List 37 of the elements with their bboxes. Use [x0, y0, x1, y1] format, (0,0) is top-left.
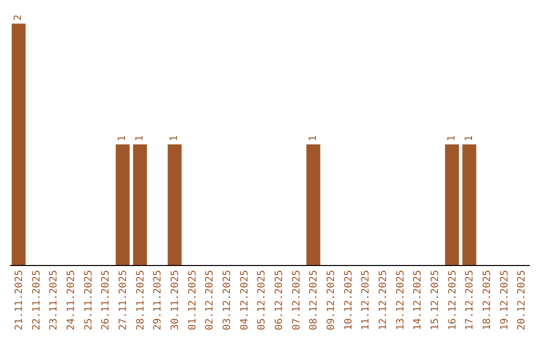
x-tick-label: 23.11.2025 [48, 270, 60, 330]
x-tick-label: 04.12.2025 [239, 270, 250, 330]
x-tick-label: 18.12.2025 [482, 270, 493, 330]
x-tick-label: 20.12.2025 [516, 270, 528, 330]
x-tick-label: 19.12.2025 [499, 270, 510, 330]
x-tick-label: 17.12.2025 [464, 270, 476, 330]
x-tick-label: 30.11.2025 [170, 270, 181, 330]
x-tick-label: 25.11.2025 [83, 270, 94, 330]
x-tick-label: 08.12.2025 [308, 270, 320, 330]
data-label: 1 [117, 135, 128, 142]
x-tick-label: 21.11.2025 [14, 270, 25, 330]
x-tick-label: 26.11.2025 [100, 270, 112, 330]
x-tick-label: 28.11.2025 [135, 270, 146, 330]
x-tick-label: 15.12.2025 [430, 270, 441, 330]
x-tick-label: 06.12.2025 [274, 270, 285, 330]
x-tick-label: 03.12.2025 [222, 270, 233, 330]
x-tick-label: 02.12.2025 [204, 270, 216, 330]
x-tick-label: 05.12.2025 [256, 270, 268, 330]
x-tick-label: 10.12.2025 [343, 270, 354, 330]
x-tick-label: 16.12.2025 [447, 270, 458, 330]
data-label: 1 [308, 135, 319, 142]
x-tick-label: 27.11.2025 [118, 270, 129, 330]
x-tick-label: 22.11.2025 [31, 270, 42, 330]
x-tick-label: 12.12.2025 [378, 270, 389, 330]
data-label: 1 [446, 135, 458, 142]
x-tick-label: 14.12.2025 [412, 270, 424, 330]
x-tick-label: 13.12.2025 [395, 270, 406, 330]
x-tick-label: 09.12.2025 [326, 270, 337, 330]
x-tick-label: 07.12.2025 [291, 270, 302, 330]
data-label: 1 [169, 135, 180, 142]
data-label: 1 [464, 135, 475, 142]
x-tick-label: 29.11.2025 [152, 270, 164, 330]
data-label: 2 [13, 14, 24, 21]
data-label: 1 [134, 135, 146, 142]
x-tick-label: 01.12.2025 [187, 270, 198, 330]
x-tick-label: 24.11.2025 [66, 270, 77, 330]
x-tick-label: 11.12.2025 [360, 270, 372, 330]
